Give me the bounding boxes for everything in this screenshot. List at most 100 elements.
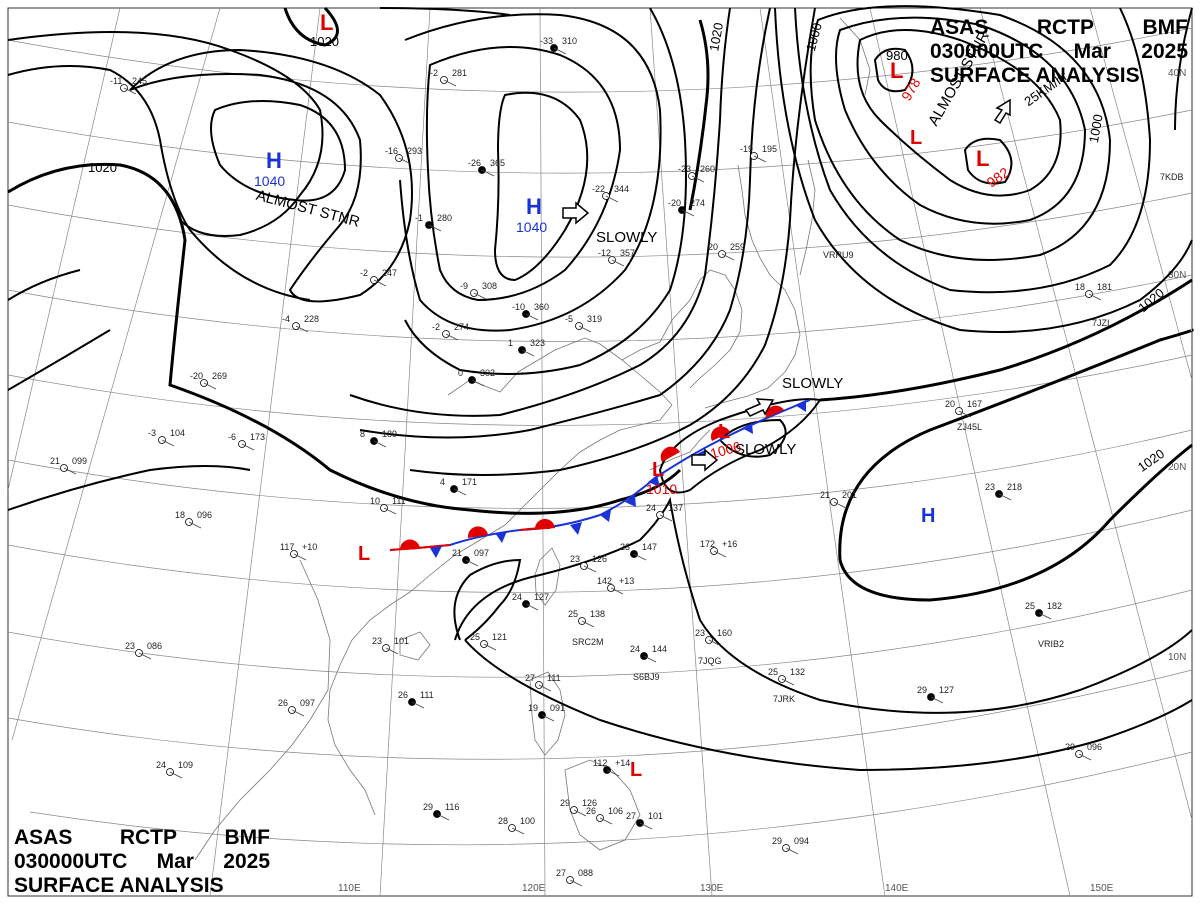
station-pressure: 245 [132, 76, 147, 86]
station-temp: 29 [917, 685, 927, 695]
station-pressure: 099 [72, 456, 87, 466]
wind-barb-icon [525, 313, 539, 321]
station-temp: 23 [125, 641, 135, 651]
station-pressure: 167 [967, 399, 982, 409]
station-temp: 27 [556, 868, 566, 878]
station-temp: 0 [458, 368, 463, 378]
wind-barb-icon [553, 47, 567, 55]
station-plot: -16 293 [385, 146, 422, 165]
station-temp: 21 [50, 456, 60, 466]
wind-barb-icon [581, 620, 595, 628]
station-pressure: 100 [520, 816, 535, 826]
station-pressure: 360 [534, 302, 549, 312]
station-pressure: 109 [178, 760, 193, 770]
station-pressure: 228 [304, 314, 319, 324]
isobar [774, 7, 1193, 333]
station-temp: 25 [568, 609, 578, 619]
isobar-label: 1020 [310, 34, 339, 49]
station-pressure: 280 [437, 213, 452, 223]
station-temp: -2 [432, 322, 440, 332]
isobar [399, 13, 662, 332]
station-pressure: 259 [730, 242, 745, 252]
station-plot: 18 181 [1075, 282, 1112, 301]
station-plot: 23 101 [372, 636, 409, 655]
station-pressure: 323 [530, 338, 545, 348]
wind-barb-icon [573, 809, 587, 817]
station-temp: 21 [452, 548, 462, 558]
wind-barb-icon [295, 325, 309, 333]
station-pressure: 357 [620, 248, 635, 258]
header-month: Mar [1073, 40, 1111, 63]
station-plot: 25 121 [470, 632, 507, 651]
header-year: 2025 [1141, 40, 1188, 63]
station-plot: 27 111 [525, 673, 561, 692]
station-temp: 29 [1065, 742, 1075, 752]
isobar [809, 5, 1112, 261]
header-title: SURFACE ANALYSIS [14, 874, 224, 897]
isobar [963, 137, 1013, 185]
wind-barb-icon [385, 647, 399, 655]
isobar-1020 [819, 278, 1193, 402]
station-temp: 117 [280, 542, 294, 552]
isobar [379, 7, 687, 375]
station-pressure: 096 [1087, 742, 1102, 752]
wind-barb-icon [998, 493, 1012, 501]
station-temp: 23 [985, 482, 995, 492]
isobar-label: 1020 [706, 21, 726, 52]
wind-barb-icon [1078, 753, 1092, 761]
isobar [359, 7, 771, 439]
station-temp: -2 [360, 268, 368, 278]
station-plot: 19 091 [528, 703, 565, 722]
latitude-line [29, 751, 1193, 846]
station-pressure: 111 [392, 496, 406, 506]
station-plot: 27 101 [626, 811, 663, 830]
station-plot: 29 126 [560, 798, 597, 817]
station-plot: -2 274 [432, 322, 469, 341]
wind-barb-icon [241, 443, 255, 451]
isobar-label: 1000 [1086, 113, 1106, 144]
station-plot: 23 086 [125, 641, 162, 660]
station-pressure: 302 [480, 368, 495, 378]
station-temp: -5 [565, 314, 573, 324]
station-plot: -23 260 [678, 164, 715, 183]
longitude-line [539, 7, 546, 897]
station-pressure: 365 [490, 158, 505, 168]
station-plot: 25 132 [768, 667, 805, 686]
station-temp: -12 [598, 248, 611, 258]
latitude-line [7, 27, 1193, 93]
wind-barb-icon [639, 822, 653, 830]
station-pressure: 310 [562, 36, 577, 46]
wind-barb-icon [373, 279, 387, 287]
station-pressure: +13 [619, 576, 634, 586]
wind-barb-icon [599, 817, 613, 825]
header-year: 2025 [223, 850, 270, 873]
coastline-philippines-luzon [529, 671, 566, 756]
station-temp: 18 [1075, 282, 1085, 292]
station-pressure: 171 [462, 477, 477, 487]
station-plot: 117 +10 [280, 542, 317, 561]
isobar [835, 16, 1087, 225]
station-plot: 29 094 [772, 836, 809, 855]
station-plot: 26 111 [398, 690, 434, 709]
station-temp: -11 [110, 76, 122, 86]
station-temp: 172 [700, 539, 715, 549]
station-pressure: +16 [722, 539, 737, 549]
wind-barb-icon [753, 155, 767, 163]
latitude-line [7, 109, 1193, 174]
station-pressure: 121 [492, 632, 507, 642]
station-plot: 112 +14 [593, 758, 630, 777]
latitude-line [7, 354, 1193, 426]
header-row-3: SURFACE ANALYSIS [14, 874, 270, 898]
header-center: RCTP [119, 826, 178, 849]
isobar [7, 269, 111, 391]
low-symbol: L [630, 759, 642, 781]
station-temp: 20 [945, 399, 955, 409]
station-pressure: 132 [790, 667, 805, 677]
station-temp: -9 [460, 281, 468, 291]
wind-barb-icon [373, 440, 387, 448]
wind-barb-icon [1088, 293, 1102, 301]
wind-barb-icon [633, 553, 647, 561]
station-plot: 21 097 [452, 548, 489, 567]
coastline-hainan [399, 631, 431, 661]
wind-barb-icon [203, 382, 217, 390]
